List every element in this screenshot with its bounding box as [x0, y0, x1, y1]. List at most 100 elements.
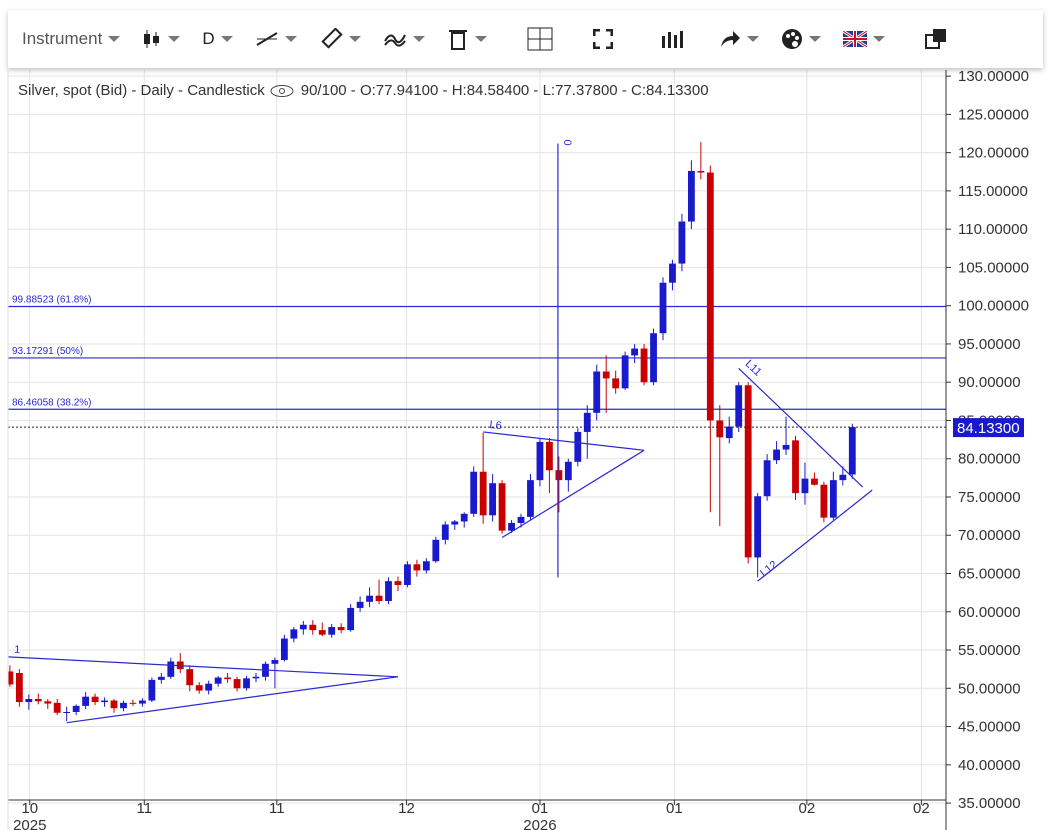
trend-line: [501, 449, 645, 539]
candle-body: [763, 460, 771, 497]
candle-body: [195, 685, 203, 691]
trend-line: [8, 656, 398, 678]
trash-icon: [448, 30, 467, 50]
ruler-button[interactable]: [319, 28, 361, 50]
x-year-label: 2025: [13, 817, 46, 830]
instrument-label: Instrument: [22, 29, 103, 48]
candle-body: [848, 427, 856, 475]
candle-body: [138, 700, 146, 704]
candle-body: [337, 627, 345, 631]
candle-body: [640, 348, 648, 383]
candle-body: [583, 412, 591, 432]
candle-body: [299, 624, 307, 630]
candle-body: [725, 426, 733, 439]
crosshair-button[interactable]: [527, 27, 553, 51]
candle-body: [687, 171, 695, 222]
candle-body: [612, 378, 620, 389]
indicator-icon: [383, 34, 406, 47]
candle-body: [829, 480, 837, 518]
y-tick-label: 75.00000: [958, 489, 1021, 506]
candle-body: [470, 471, 478, 514]
x-tick-label: 12: [398, 800, 415, 817]
y-tick-label: 95.00000: [958, 336, 1021, 353]
candle-body: [233, 679, 241, 689]
candle-body: [735, 385, 743, 427]
candle-body: [460, 513, 468, 522]
language-button[interactable]: [842, 31, 885, 47]
x-tick-label: 11: [269, 800, 285, 817]
y-tick-label: 45.00000: [958, 719, 1021, 736]
popout-button[interactable]: [924, 28, 947, 50]
window-icon: [924, 29, 946, 49]
y-tick-label: 65.00000: [958, 566, 1021, 583]
candle-body: [621, 355, 629, 389]
bars-icon: [661, 31, 683, 48]
candle-body: [564, 461, 572, 481]
candle-body: [129, 702, 137, 704]
interval-button[interactable]: D: [202, 29, 233, 49]
candle-body: [782, 444, 790, 450]
candle-body: [801, 478, 809, 494]
trend-line: [66, 676, 399, 724]
candle-body: [706, 172, 714, 421]
candle-body: [678, 221, 686, 264]
drawing-label: 0: [561, 139, 573, 145]
candle-body: [328, 627, 336, 635]
y-tick-label: 120.00000: [958, 145, 1029, 162]
candle-body: [508, 522, 515, 531]
x-tick-label: 02: [913, 800, 930, 817]
volume-button[interactable]: [661, 30, 683, 48]
share-button[interactable]: [719, 30, 759, 48]
candle-body: [404, 564, 411, 585]
candle-body: [34, 698, 42, 702]
candle-body: [754, 496, 762, 558]
fullscreen-button[interactable]: [592, 29, 613, 49]
y-tick-label: 130.00000: [958, 68, 1029, 85]
drawing-label: L6: [489, 419, 503, 432]
candle-body: [366, 595, 373, 602]
candle-body: [252, 676, 260, 679]
candle-body: [517, 516, 525, 523]
grid: [8, 70, 946, 804]
candle-body: [811, 478, 818, 485]
last-price-box: [953, 418, 1024, 438]
indicator-button[interactable]: [383, 29, 425, 49]
candle-body: [536, 441, 544, 481]
instrument-button[interactable]: Instrument: [22, 29, 121, 49]
interval-label: D: [202, 29, 215, 48]
x-year-label: 2026: [523, 817, 556, 830]
y-tick-label: 50.00000: [958, 680, 1021, 697]
x-axis: 10 11 11 12 01 01 02 02 2025 2026: [13, 800, 930, 830]
trend-line: [757, 489, 873, 582]
eye-icon[interactable]: [269, 84, 295, 98]
candle-body: [167, 661, 175, 677]
line-tool-button[interactable]: [255, 29, 297, 49]
candle-body: [792, 440, 799, 494]
candle-body: [394, 581, 402, 585]
candle-body: [186, 669, 194, 686]
candle-body: [53, 702, 61, 713]
y-tick-label: 80.00000: [958, 451, 1021, 468]
y-tick-label: 70.00000: [958, 527, 1021, 544]
candle-body: [593, 371, 601, 413]
chart-subtitle: 90/100 - O:77.94100 - H:84.58400 - L:77.…: [300, 82, 709, 99]
candle-body: [631, 348, 639, 356]
line-icon: [256, 32, 278, 46]
palette-icon: [781, 29, 802, 49]
trend-line: [483, 431, 645, 451]
theme-button[interactable]: [781, 28, 821, 50]
chart-type-button[interactable]: [142, 28, 181, 50]
candle-body: [602, 371, 610, 379]
candle-body: [91, 696, 99, 703]
candle-body: [422, 561, 430, 571]
candle-body: [214, 677, 222, 684]
candle-body: [527, 480, 534, 517]
candle-body: [205, 683, 213, 691]
y-tick-label: 40.00000: [958, 757, 1021, 774]
y-tick-label: 100.00000: [958, 298, 1029, 315]
ruler-icon: [320, 28, 343, 49]
candle-body: [101, 700, 108, 703]
delete-button[interactable]: [447, 27, 487, 51]
candle-body: [669, 263, 676, 283]
